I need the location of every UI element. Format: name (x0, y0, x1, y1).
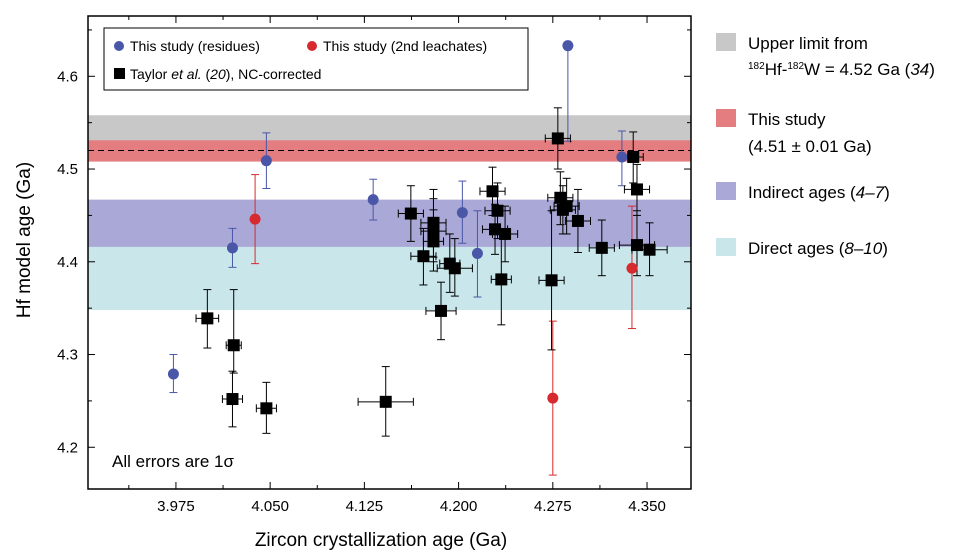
residue-point (616, 151, 628, 163)
legend-box (103, 27, 529, 91)
taylor-point (427, 225, 440, 238)
legend-leachates-marker (307, 41, 317, 51)
taylor-point (551, 132, 564, 145)
taylor-point (404, 207, 417, 220)
x-tick-label: 4.125 (346, 498, 384, 515)
data-points (167, 40, 656, 415)
side-swatch-upper (716, 33, 736, 51)
leachate-point (249, 213, 261, 225)
taylor-point (545, 274, 558, 287)
side-label-this-line2: (4.51 ± 0.01 Ga) (748, 137, 872, 156)
y-axis-label: Hf model age (Ga) (14, 162, 35, 318)
taylor-point (417, 250, 430, 263)
side-label-this-line1: This study (748, 110, 826, 129)
residue-point (562, 40, 574, 52)
side-label-direct: Direct ages (8–10) (748, 239, 888, 258)
x-tick-label: 4.275 (534, 498, 572, 515)
y-tick-label: 4.2 (57, 439, 78, 456)
y-tick-label: 4.5 (57, 161, 78, 178)
leachate-point (626, 262, 638, 274)
taylor-point (226, 393, 239, 406)
annotation-errors: All errors are 1σ (112, 452, 234, 471)
legend-taylor-marker (114, 68, 125, 79)
taylor-point (260, 402, 273, 415)
residue-point (367, 194, 379, 206)
y-tick-label: 4.4 (57, 254, 78, 271)
residue-point (226, 242, 238, 254)
x-axis-label: Zircon crystallization age (Ga) (255, 530, 507, 551)
side-swatch-this-study (716, 109, 736, 127)
legend-residues-label: This study (residues) (130, 38, 260, 54)
side-swatch-direct (716, 238, 736, 256)
taylor-point (486, 185, 499, 198)
residue-point (260, 155, 272, 167)
taylor-point (495, 273, 508, 286)
legend-taylor-label: Taylor et al. (20), NC-corrected (130, 66, 321, 82)
side-label-upper-line2: 182Hf-182W = 4.52 Ga (34) (748, 60, 935, 79)
taylor-point (630, 183, 643, 196)
leachate-point (547, 392, 559, 404)
residue-point (456, 207, 468, 219)
taylor-point (435, 304, 448, 317)
taylor-point (560, 200, 573, 213)
taylor-point (427, 235, 440, 248)
plot-frame (87, 15, 692, 490)
residue-point (471, 247, 483, 259)
taylor-point (448, 262, 461, 275)
legend-leachates-label: This study (2nd leachates) (323, 38, 487, 54)
side-label-indirect: Indirect ages (4–7) (748, 183, 890, 202)
taylor-point (595, 241, 608, 254)
taylor-point (227, 339, 240, 352)
legend-residues-marker (114, 41, 124, 51)
side-label-upper-line1: Upper limit from (748, 34, 868, 53)
residue-point (167, 368, 179, 380)
y-tick-label: 4.6 (57, 68, 78, 85)
taylor-point (499, 227, 512, 240)
taylor-point (643, 243, 656, 256)
age-bands (88, 115, 691, 311)
axis-ticks: 3.975 4.050 4.125 4.200 4.275 4.350 4.2 4.3 4.4 4… (57, 16, 691, 515)
taylor-point (571, 214, 584, 227)
taylor-point (491, 204, 504, 217)
taylor-point (379, 395, 392, 408)
taylor-point (627, 150, 640, 163)
band-indirect (88, 199, 691, 247)
taylor-point (201, 312, 214, 325)
taylor-point (489, 223, 502, 236)
x-tick-label: 4.200 (440, 498, 478, 515)
x-tick-label: 4.050 (251, 498, 289, 515)
band-direct (88, 246, 691, 311)
x-tick-label: 3.975 (157, 498, 195, 515)
side-swatch-indirect (716, 182, 736, 200)
y-tick-label: 4.3 (57, 347, 78, 364)
x-tick-label: 4.350 (628, 498, 666, 515)
taylor-point (630, 239, 643, 252)
